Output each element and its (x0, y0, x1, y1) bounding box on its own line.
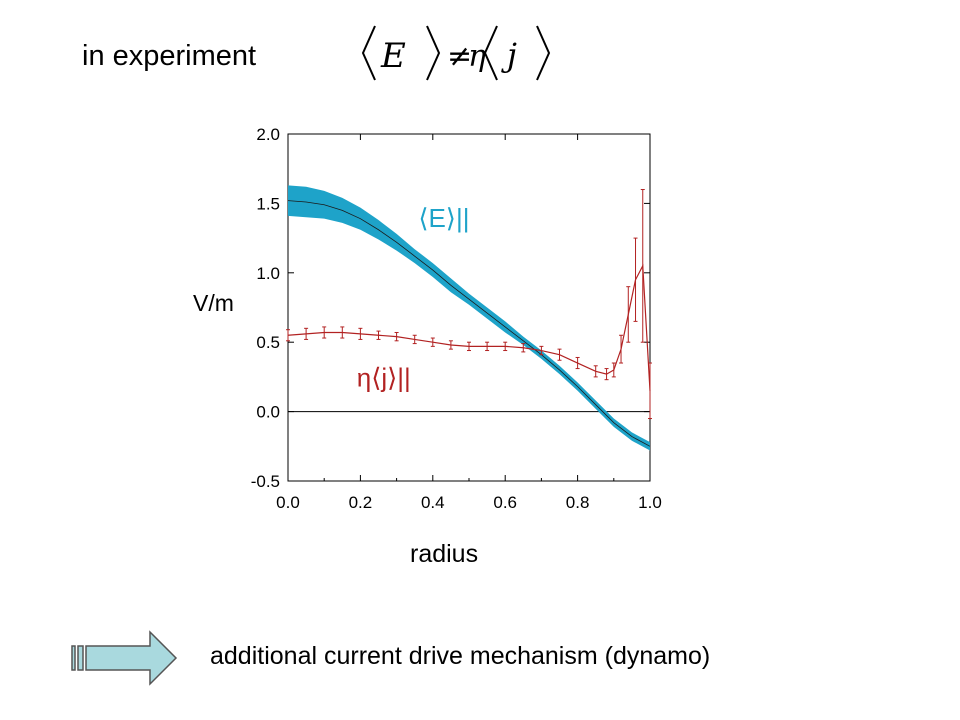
x-tick-label: 0.0 (276, 493, 300, 512)
svg-text:j: j (501, 36, 517, 74)
y-tick-label: 1.0 (256, 264, 280, 283)
x-axis-label: radius (410, 540, 479, 568)
x-tick-label: 1.0 (638, 493, 662, 512)
conclusion-text: additional current drive mechanism (dyna… (210, 642, 711, 670)
x-tick-label: 0.8 (566, 493, 590, 512)
plot-frame (287, 133, 651, 482)
slide-title: in experiment (82, 40, 257, 72)
j-series-line (287, 263, 651, 391)
E-uncertainty-band (288, 185, 650, 451)
y-axis-label: V/m (193, 290, 234, 316)
x-tick-label: 0.2 (349, 493, 373, 512)
right-arrow-icon (71, 630, 178, 686)
y-tick-label: -0.5 (251, 472, 280, 491)
chart: -0.5 0.0 0.5 1.0 1.5 2.0 0.0 0.2 0.4 0.6 0.8 1.0 ⟨E⟩… (251, 125, 662, 512)
x-tick-label: 0.4 (421, 493, 445, 512)
y-tick-label: 1.5 (256, 194, 280, 213)
y-tick-label: 0.5 (256, 333, 280, 352)
y-tick-label: 0.0 (256, 403, 280, 422)
x-tick-label: 0.6 (493, 493, 517, 512)
equation: E ≠ η j (361, 25, 551, 81)
svg-text:≠: ≠ (447, 39, 472, 74)
E-series-line (287, 200, 651, 447)
E-series-label: ⟨E⟩|| (418, 203, 469, 233)
y-tick-label: 2.0 (256, 125, 280, 144)
j-series-label: η⟨j⟩|| (357, 363, 411, 393)
equation-text: E (380, 36, 406, 76)
svg-text:η: η (468, 39, 486, 74)
